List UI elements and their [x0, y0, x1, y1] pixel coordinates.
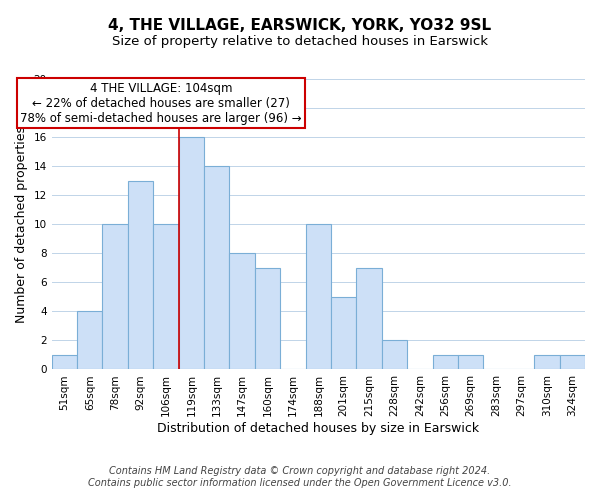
- Bar: [534, 355, 560, 370]
- Text: Size of property relative to detached houses in Earswick: Size of property relative to detached ho…: [112, 35, 488, 48]
- Bar: [255, 268, 280, 370]
- Bar: [52, 355, 77, 370]
- Bar: [382, 340, 407, 370]
- Text: 4 THE VILLAGE: 104sqm
← 22% of detached houses are smaller (27)
78% of semi-deta: 4 THE VILLAGE: 104sqm ← 22% of detached …: [20, 82, 302, 125]
- Text: 4, THE VILLAGE, EARSWICK, YORK, YO32 9SL: 4, THE VILLAGE, EARSWICK, YORK, YO32 9SL: [109, 18, 491, 32]
- Bar: [356, 268, 382, 370]
- Bar: [204, 166, 229, 370]
- Bar: [153, 224, 179, 370]
- X-axis label: Distribution of detached houses by size in Earswick: Distribution of detached houses by size …: [157, 422, 479, 435]
- Text: Contains HM Land Registry data © Crown copyright and database right 2024.
Contai: Contains HM Land Registry data © Crown c…: [88, 466, 512, 487]
- Bar: [229, 254, 255, 370]
- Bar: [433, 355, 458, 370]
- Bar: [331, 297, 356, 370]
- Y-axis label: Number of detached properties: Number of detached properties: [15, 126, 28, 322]
- Bar: [128, 180, 153, 370]
- Bar: [458, 355, 484, 370]
- Bar: [77, 312, 103, 370]
- Bar: [560, 355, 585, 370]
- Bar: [103, 224, 128, 370]
- Bar: [179, 137, 204, 370]
- Bar: [305, 224, 331, 370]
